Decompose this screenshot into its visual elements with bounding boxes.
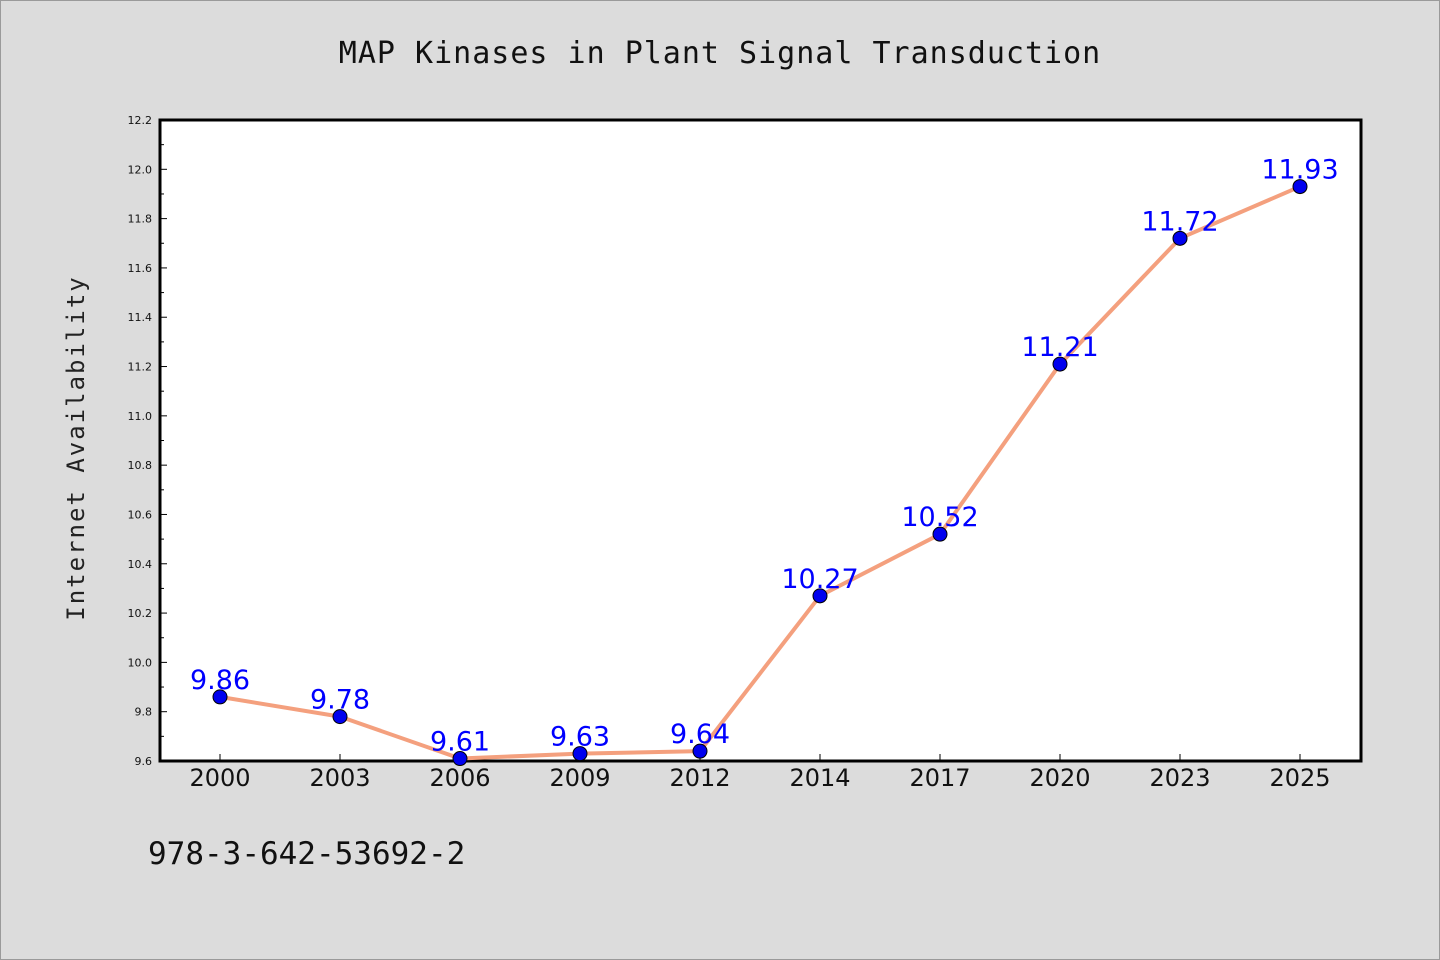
series-line <box>218 184 1302 761</box>
series-group <box>212 179 1308 767</box>
data-label: 9.61 <box>430 727 490 758</box>
data-label: 11.72 <box>1141 206 1218 237</box>
data-label: 11.93 <box>1261 155 1338 186</box>
y-tick-label: 11.0 <box>128 410 153 423</box>
y-tick-label: 11.8 <box>128 213 153 226</box>
data-point <box>1172 230 1188 246</box>
x-tick-label: 2023 <box>1149 764 1210 792</box>
data-point <box>692 743 708 759</box>
x-tick-label: 2014 <box>789 764 850 792</box>
y-tick-label: 11.2 <box>128 361 153 374</box>
x-axis: 2000 2003 2006 2009 2012 2014 2017 2020 2023 2025 <box>189 754 1331 792</box>
x-tick-label: 2003 <box>309 764 370 792</box>
y-tick-label: 9.6 <box>135 755 153 768</box>
data-point <box>932 526 948 542</box>
x-tick-label: 2017 <box>909 764 970 792</box>
y-tick-label: 11.4 <box>128 311 153 324</box>
data-label-group: 9.86 9.78 9.61 9.63 9.64 10.27 10.52 11.21 11.72… <box>190 155 1339 758</box>
chart-title: MAP Kinases in Plant Signal Transduction <box>339 36 1101 71</box>
y-axis: 9.6 9.8 10.0 10.2 10.4 10.6 10.8 11.0 11.2 11.4 11… <box>128 114 167 768</box>
x-tick-label: 2000 <box>189 764 250 792</box>
data-point <box>332 709 348 725</box>
y-tick-label: 12.2 <box>128 114 153 127</box>
data-label: 11.21 <box>1021 332 1098 363</box>
plot-area <box>158 118 1363 763</box>
data-point <box>572 746 588 762</box>
data-point <box>1052 356 1068 372</box>
y-tick-label: 10.6 <box>128 508 153 521</box>
data-label: 10.27 <box>781 564 858 595</box>
data-label: 9.78 <box>310 685 370 716</box>
data-point <box>1292 179 1308 195</box>
y-tick-label: 12.0 <box>128 163 153 176</box>
footer-isbn: 978-3-642-53692-2 <box>148 836 465 872</box>
data-label: 10.52 <box>901 502 978 533</box>
y-tick-label: 9.8 <box>135 706 153 719</box>
y-axis-label: Internet Availability <box>62 275 90 620</box>
data-point <box>212 689 228 705</box>
x-tick-label: 2020 <box>1029 764 1090 792</box>
y-tick-label: 10.8 <box>128 459 153 472</box>
x-tick-label: 2006 <box>429 764 490 792</box>
x-tick-label: 2012 <box>669 764 730 792</box>
data-point <box>812 588 828 604</box>
y-tick-label: 10.4 <box>128 558 153 571</box>
x-tick-label: 2025 <box>1269 764 1330 792</box>
data-point <box>452 751 468 767</box>
y-tick-label: 11.6 <box>128 262 153 275</box>
y-tick-label: 10.2 <box>128 607 153 620</box>
data-label: 9.64 <box>670 719 730 750</box>
x-tick-label: 2009 <box>549 764 610 792</box>
data-label: 9.86 <box>190 665 250 696</box>
data-label: 9.63 <box>550 722 610 753</box>
y-tick-label: 10.0 <box>128 656 153 669</box>
